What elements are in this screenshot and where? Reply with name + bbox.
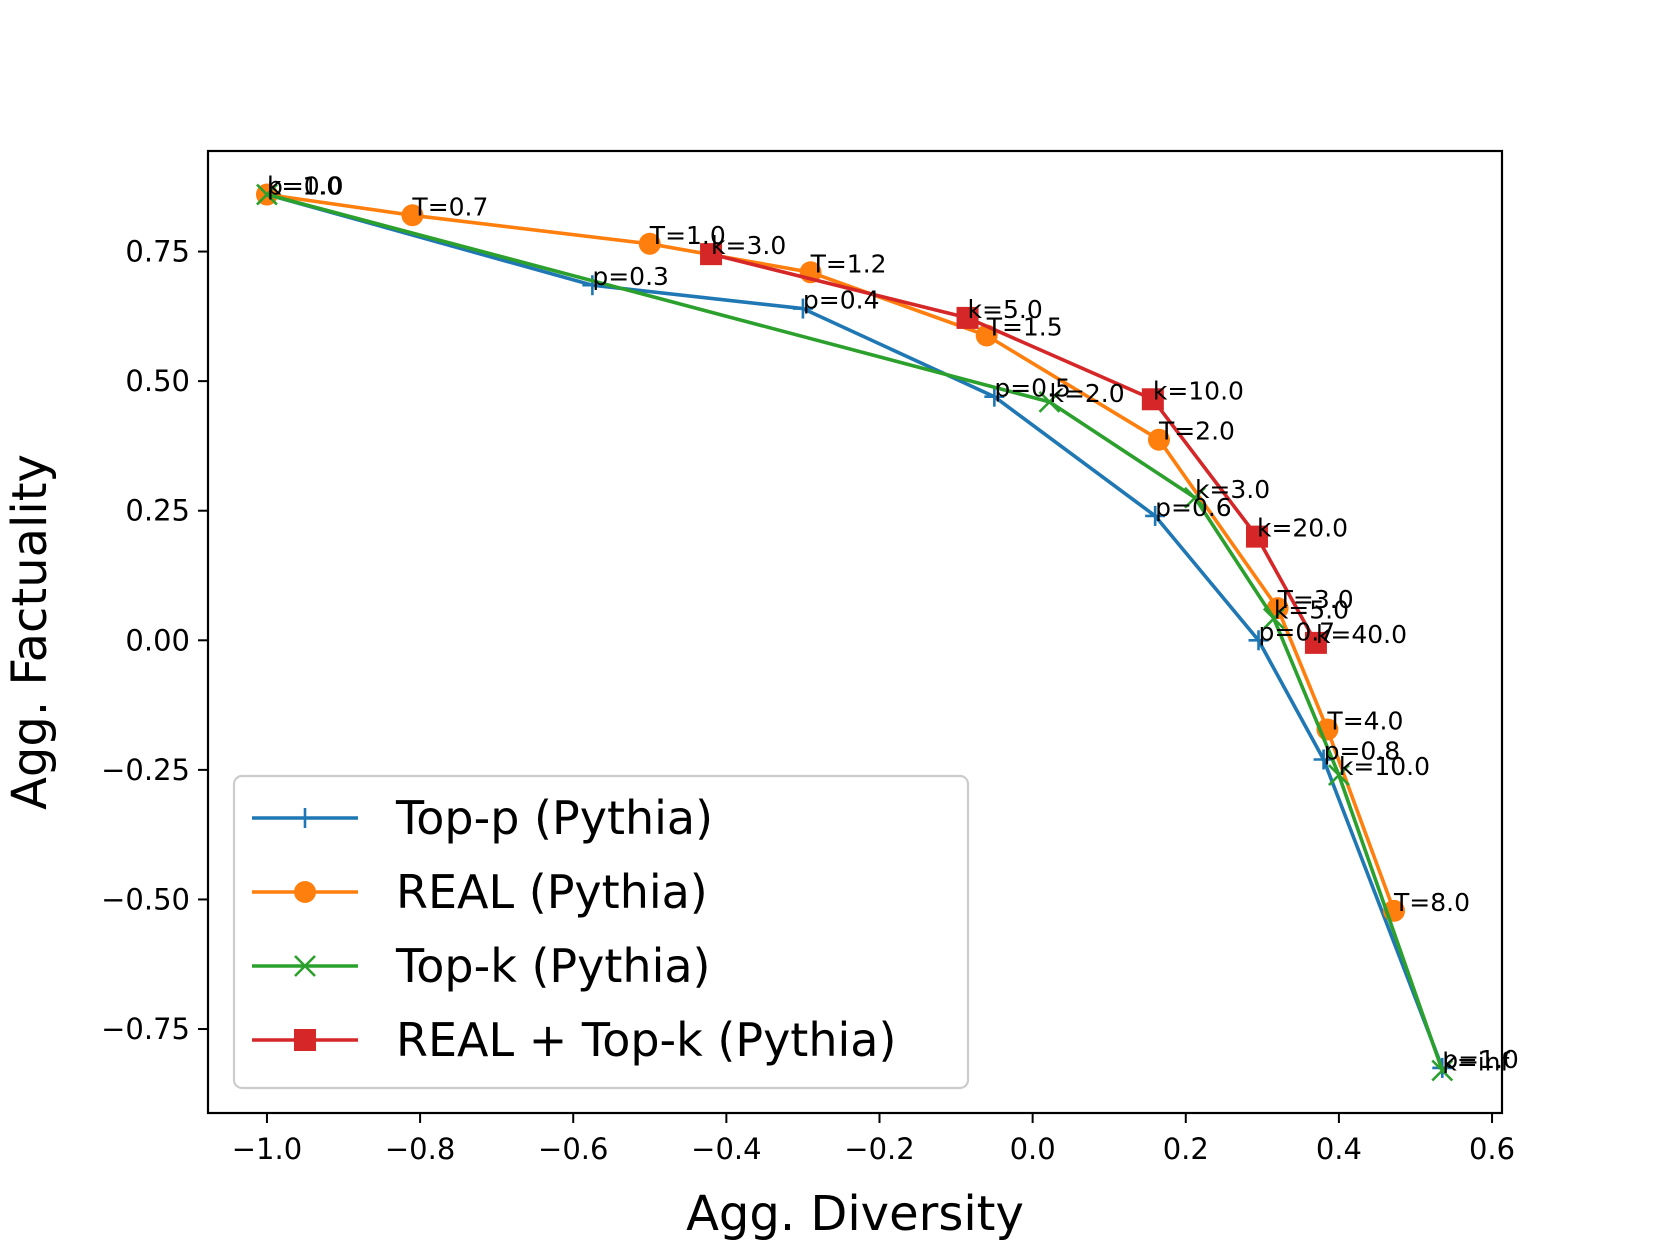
x-axis-label: Agg. Diversity xyxy=(686,1186,1024,1242)
point-label-4-5: k=40.0 xyxy=(1316,620,1407,649)
point-label-1-1: p=0.0 xyxy=(267,172,344,201)
y-tick-label-6: 0.50 xyxy=(125,364,190,398)
data-point-1-7 xyxy=(1313,749,1334,770)
legend-marker-3 xyxy=(294,955,316,977)
data-point-3-5-d2 xyxy=(1327,764,1350,786)
plot-frame xyxy=(206,149,1504,1115)
data-point-3-4-d2 xyxy=(1262,607,1285,630)
point-label-4-3: k=10.0 xyxy=(1153,376,1244,405)
data-point-1-4 xyxy=(984,386,1005,407)
point-label-4-2: k=5.0 xyxy=(968,295,1043,324)
point-label-1-7: p=0.8 xyxy=(1324,737,1401,766)
point-label-3-6: k=inf xyxy=(1442,1047,1510,1076)
legend-entry-1: Top-p (Pythia) xyxy=(252,791,713,845)
point-label-1-6: p=0.7 xyxy=(1259,617,1336,646)
data-point-2-2 xyxy=(401,204,424,227)
point-label-1-3: p=0.4 xyxy=(803,286,880,315)
data-point-1-2 xyxy=(582,275,603,296)
x-tick-label-4: −0.4 xyxy=(691,1132,761,1166)
series-4 xyxy=(700,243,1327,654)
point-label-3-5: k=10.0 xyxy=(1339,752,1430,781)
data-point-3-4 xyxy=(1262,607,1285,630)
point-label-4-1: k=3.0 xyxy=(711,231,786,260)
data-point-3-3 xyxy=(1184,486,1206,509)
point-label-1-5: p=0.6 xyxy=(1155,493,1232,522)
point-label-3-4: k=5.0 xyxy=(1274,596,1349,625)
data-point-2-3 xyxy=(638,232,661,255)
legend-entry-4: REAL + Top-k (Pythia) xyxy=(252,1013,896,1067)
x-tick-label-2: −0.8 xyxy=(385,1132,455,1166)
data-point-3-2-d2 xyxy=(1038,390,1061,413)
point-label-3-2: k=2.0 xyxy=(1049,379,1124,408)
y-tick-label-4: 0.00 xyxy=(125,623,190,657)
axes: −1.0 −0.8 −0.6 −0.4 −0.2 0.0 0.2 0.4 0.6 −0.75 −0.… xyxy=(2,149,1515,1242)
point-label-3-1: k=1.0 xyxy=(267,172,342,201)
y-tick-label-7: 0.75 xyxy=(125,235,190,269)
data-point-4-2 xyxy=(956,306,979,329)
point-label-2-2: T=0.7 xyxy=(411,192,488,221)
legend-marker-2 xyxy=(294,881,316,903)
legend-entry-2: REAL (Pythia) xyxy=(252,865,708,919)
y-tick-label-5: 0.25 xyxy=(125,494,190,528)
point-label-2-8: T=4.0 xyxy=(1326,706,1403,735)
x-tick-label-1: −1.0 xyxy=(232,1132,302,1166)
y-axis-label: Agg. Factuality xyxy=(2,454,58,810)
data-point-3-1-d2 xyxy=(256,183,278,206)
legend-label-1: Top-p (Pythia) xyxy=(395,791,713,845)
point-label-1-2: p=0.3 xyxy=(592,262,669,291)
data-point-1-3 xyxy=(792,298,813,319)
legend-box xyxy=(232,774,970,1090)
data-point-4-4 xyxy=(1245,525,1268,548)
legend-marker-3-d2 xyxy=(294,955,316,977)
x-tick-label-6: 0.0 xyxy=(1010,1132,1056,1166)
data-point-1-6 xyxy=(1248,630,1269,651)
legend-label-2: REAL (Pythia) xyxy=(396,865,708,919)
x-tick-label-7: 0.2 xyxy=(1163,1132,1209,1166)
series-line-3 xyxy=(266,192,1444,1072)
data-point-4-5 xyxy=(1304,631,1327,654)
data-point-1-5 xyxy=(1145,505,1166,526)
point-label-2-7: T=3.0 xyxy=(1277,585,1354,614)
x-tick-label-3: −0.6 xyxy=(538,1132,608,1166)
y-tick-label-1: −0.75 xyxy=(101,1012,190,1046)
legend-marker-4 xyxy=(294,1029,316,1051)
series-3 xyxy=(256,183,1454,1082)
data-point-3-6-d2 xyxy=(1431,1059,1454,1082)
point-label-2-5: T=1.5 xyxy=(986,313,1063,342)
data-point-3-3-d2 xyxy=(1184,486,1206,509)
data-point-4-3 xyxy=(1141,388,1164,411)
point-label-2-6: T=2.0 xyxy=(1158,417,1235,446)
data-point-3-1 xyxy=(256,183,278,206)
x-tick-label-5: −0.2 xyxy=(844,1132,914,1166)
point-labels: p=0.0 p=0.3 p=0.4 p=0.5 p=0.6 p=0.7 p=0.8 p=1.0… xyxy=(267,172,1519,1077)
legend-marker-1 xyxy=(295,808,315,828)
point-label-2-3: T=1.0 xyxy=(649,221,726,250)
legend-entry-3: Top-k (Pythia) xyxy=(252,939,711,993)
legend: Top-p (Pythia) REAL (Pythia) Top-k (Pythia… xyxy=(232,774,970,1090)
point-label-4-4: k=20.0 xyxy=(1257,514,1348,543)
data-point-3-6 xyxy=(1431,1059,1454,1082)
x-tick-label-8: 0.4 xyxy=(1316,1132,1362,1166)
point-label-3-3: k=3.0 xyxy=(1195,475,1270,504)
y-tick-label-3: −0.25 xyxy=(101,753,190,787)
legend-label-3: Top-k (Pythia) xyxy=(395,939,711,993)
point-label-2-4: T=1.2 xyxy=(810,249,887,278)
data-point-2-6 xyxy=(1147,428,1170,451)
legend-label-4: REAL + Top-k (Pythia) xyxy=(396,1013,896,1067)
point-label-1-8: p=1.0 xyxy=(1442,1045,1519,1074)
y-tick-label-2: −0.50 xyxy=(101,882,190,916)
point-label-1-4: p=0.5 xyxy=(994,374,1071,403)
data-point-3-2 xyxy=(1038,390,1061,413)
x-tick-label-9: 0.6 xyxy=(1469,1132,1515,1166)
data-point-3-5 xyxy=(1327,764,1350,786)
point-label-2-9: T=8.0 xyxy=(1393,888,1470,917)
data-point-4-1 xyxy=(700,243,723,266)
